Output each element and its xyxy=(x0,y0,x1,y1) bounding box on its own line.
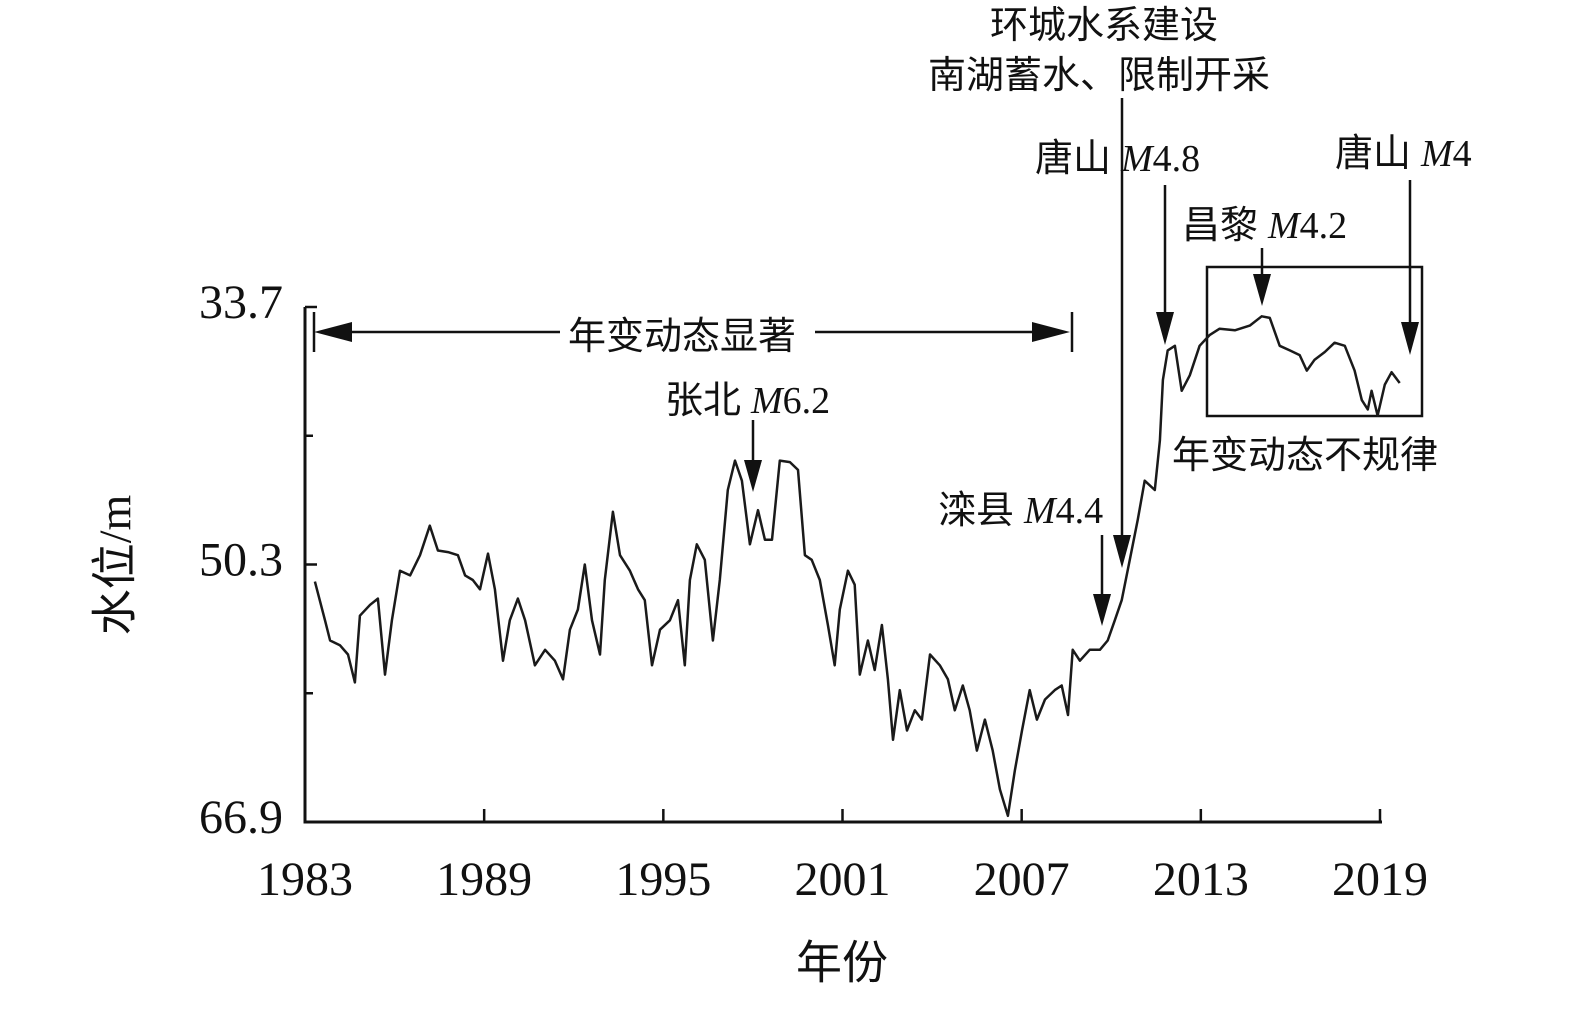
arrowhead xyxy=(1093,594,1111,626)
x-tick-label: 1983 xyxy=(257,853,353,906)
arrowhead xyxy=(1032,322,1070,342)
x-tick-label: 2019 xyxy=(1332,853,1428,906)
y-tick-label: 50.3 xyxy=(199,534,283,587)
x-tick-label: 1989 xyxy=(436,853,532,906)
annotation-magnitude: M4.8 xyxy=(1121,138,1201,180)
annotation-text: 南湖蓄水、限制开采 xyxy=(928,55,1271,97)
x-tick-label: 1995 xyxy=(615,853,711,906)
water-level-line xyxy=(313,315,1401,818)
annotation-place: 唐山 xyxy=(1035,138,1112,180)
arrowhead xyxy=(1401,322,1419,355)
annotation: 张北 M6.2 xyxy=(665,382,830,420)
x-tick-label: 2007 xyxy=(974,853,1070,906)
annotation: 环城水系建设 xyxy=(990,7,1218,45)
annotation: 年变动态不规律 xyxy=(1172,437,1438,475)
arrowhead xyxy=(314,322,352,342)
annotation-magnitude: M4.2 xyxy=(1268,205,1348,247)
annotation-magnitude: M4.4 xyxy=(1024,490,1104,532)
annotation-text: 环城水系建设 xyxy=(990,5,1219,47)
x-tick-label: 2001 xyxy=(795,853,891,906)
highlight-box xyxy=(1205,265,1424,418)
annotation: 唐山 M4.8 xyxy=(1035,140,1200,178)
annotation: 年变动态显著 xyxy=(562,316,803,358)
annotation-magnitude: M6.2 xyxy=(751,380,831,422)
annotation: 昌黎 M4.2 xyxy=(1182,207,1347,245)
annotation-place: 昌黎 xyxy=(1182,205,1259,247)
annotation: 滦县 M4.4 xyxy=(938,492,1103,530)
arrowhead xyxy=(744,460,762,492)
annotation-arrows xyxy=(312,98,1424,626)
annotation-place: 唐山 xyxy=(1335,133,1412,175)
annotation-place: 滦县 xyxy=(938,490,1015,532)
annotation-text: 年变动态显著 xyxy=(568,316,797,358)
arrowhead xyxy=(1156,312,1174,345)
arrowhead xyxy=(1113,535,1131,568)
x-tick-label: 2013 xyxy=(1153,853,1249,906)
annotation: 南湖蓄水、限制开采 xyxy=(928,57,1270,95)
annotation-text: 年变动态不规律 xyxy=(1172,435,1439,477)
x-axis-label: 年份 xyxy=(796,938,888,989)
y-tick-label: 33.7 xyxy=(199,276,283,329)
annotation-magnitude: M4 xyxy=(1421,133,1472,175)
y-tick-label: 66.9 xyxy=(199,791,283,844)
annotation-place: 张北 xyxy=(665,380,742,422)
annotation: 唐山 M4 xyxy=(1335,135,1472,173)
y-axis-label: 水位/m xyxy=(90,495,141,636)
arrowhead xyxy=(1253,274,1271,306)
